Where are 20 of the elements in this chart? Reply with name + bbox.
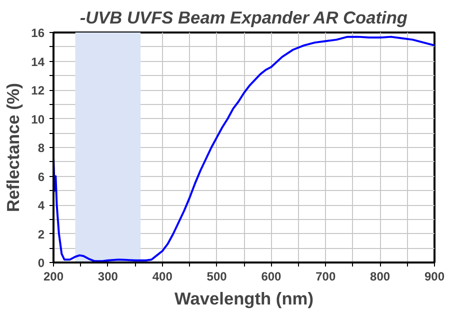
y-tick-label: 2 — [38, 227, 45, 242]
x-tick-label: 300 — [98, 270, 118, 284]
x-tick-label: 400 — [152, 270, 173, 284]
y-tick-label: 16 — [31, 26, 45, 40]
x-tick-label: 500 — [206, 270, 228, 284]
x-tick-label: 800 — [370, 270, 390, 284]
x-tick-label: 200 — [43, 270, 64, 284]
x-tick-label: 900 — [424, 270, 445, 284]
y-tick-label: 4 — [38, 198, 45, 212]
chart-title: -UVB UVFS Beam Expander AR Coating — [80, 8, 408, 28]
x-axis-title: Wavelength (nm) — [174, 288, 314, 308]
y-tick-label: 8 — [38, 141, 45, 155]
y-axis-title: Reflectance (%) — [3, 82, 24, 212]
x-tick-label: 600 — [261, 270, 282, 284]
y-tick-label: 6 — [38, 170, 45, 184]
y-tick-label: 12 — [31, 84, 45, 98]
y-tick-label: 0 — [38, 256, 45, 270]
y-tick-label: 14 — [31, 54, 45, 69]
x-tick-label: 700 — [316, 270, 336, 284]
y-tick-label: 10 — [31, 112, 45, 126]
